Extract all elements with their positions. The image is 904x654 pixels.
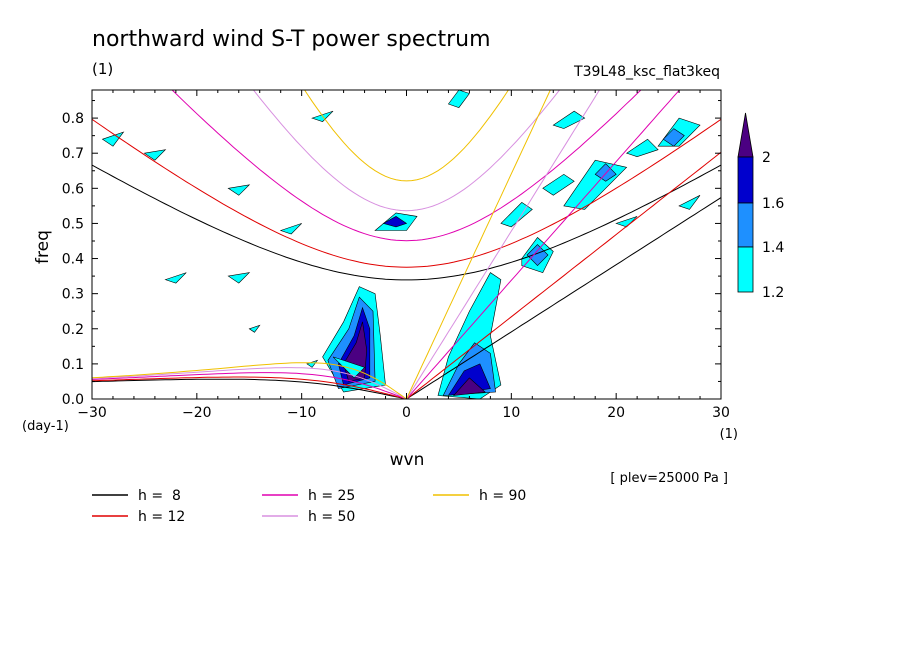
colorbar-label: 1.6 xyxy=(762,196,784,212)
contour-region xyxy=(678,195,701,210)
colorbar-segment xyxy=(737,246,754,293)
x-axis-unit: (1) xyxy=(720,427,738,442)
x-tick-label: −20 xyxy=(182,405,212,421)
x-tick-label: 0 xyxy=(402,405,411,421)
colorbar-segment xyxy=(737,202,754,248)
legend-label: h = 12 xyxy=(138,509,185,525)
plot-frame xyxy=(91,89,722,400)
x-axis-label: wvn xyxy=(390,450,425,470)
kelvin-curve xyxy=(406,90,601,399)
contour-region xyxy=(542,173,575,196)
contour-region xyxy=(248,324,261,333)
contour-region xyxy=(143,149,167,161)
y-tick-label: 0.2 xyxy=(62,322,84,338)
rossby-curve xyxy=(92,376,407,399)
x-tick-label: 30 xyxy=(712,405,730,421)
contour-region xyxy=(447,90,470,108)
colorbar-arrow xyxy=(737,112,754,158)
legend-label: h = 8 xyxy=(138,488,181,504)
contour-region xyxy=(594,163,617,182)
x-tick-label: −10 xyxy=(287,405,317,421)
kelvin-curve xyxy=(406,151,721,399)
contour-region xyxy=(306,359,319,368)
kelvin-curve xyxy=(406,90,681,399)
y-tick-label: 0.0 xyxy=(62,392,84,408)
contour-region xyxy=(382,216,408,228)
contour-region xyxy=(279,223,302,235)
y-tick-label: 0.8 xyxy=(62,111,84,127)
rossby-curve xyxy=(92,362,407,399)
inertia-gravity-curve xyxy=(92,118,721,268)
contour-region xyxy=(625,138,659,158)
inertia-gravity-curve xyxy=(171,90,642,242)
legend: h = 8 h = 12 h = 25 h = 50 h = 90 xyxy=(92,488,526,525)
contour-region xyxy=(227,272,251,284)
colorbar-label: 1.4 xyxy=(762,240,784,256)
y-tick-label: 0.1 xyxy=(62,357,84,373)
chart-title: northward wind S-T power spectrum xyxy=(92,27,491,52)
contour-region xyxy=(526,244,549,267)
kelvin-curve xyxy=(406,197,721,399)
colorbar: 1.2 1.4 1.6 2 xyxy=(737,112,784,301)
y-tick-label: 0.6 xyxy=(62,181,84,197)
y-tick-label: 0.3 xyxy=(62,287,84,303)
rossby-curve xyxy=(92,367,407,399)
contour-region xyxy=(552,110,586,129)
legend-label: h = 90 xyxy=(479,488,526,504)
x-tick-label: −30 xyxy=(77,405,107,421)
legend-label: h = 50 xyxy=(308,509,355,525)
contour-region xyxy=(101,131,125,147)
y-axis-label: freq xyxy=(33,230,53,264)
x-tick-label: 10 xyxy=(502,405,520,421)
contour-region xyxy=(227,184,251,196)
colorbar-label: 1.2 xyxy=(762,285,784,301)
rossby-curve xyxy=(92,378,407,399)
inertia-gravity-curve xyxy=(304,90,509,182)
rossby-curve xyxy=(92,372,407,399)
inertia-gravity-curve xyxy=(252,90,561,212)
contour-region xyxy=(662,128,685,147)
y-tick-label: 0.7 xyxy=(62,146,84,162)
inertia-gravity-curve xyxy=(92,164,721,281)
colorbar-label: 2 xyxy=(762,150,771,166)
y-tick-label: 0.4 xyxy=(62,252,84,268)
chart-subtitle-right: T39L48_ksc_flat3keq xyxy=(573,64,720,80)
y-tick-label: 0.5 xyxy=(62,216,84,232)
kelvin-curve xyxy=(406,90,551,399)
colorbar-segment xyxy=(737,156,754,204)
note-plev: [ plev=25000 Pa ] xyxy=(610,471,728,486)
y-axis-unit: (day-1) xyxy=(22,419,69,434)
chart-subtitle-left: (1) xyxy=(92,60,113,78)
contour-region xyxy=(500,202,533,228)
contour-region xyxy=(164,272,187,284)
legend-label: h = 25 xyxy=(308,488,355,504)
plot-area: −30 −20 −10 0 10 20 30 0.0 0.1 0.2 0.3 0.4 0.5 0.6 0.7… xyxy=(62,89,730,421)
contour-region xyxy=(452,377,486,396)
x-tick-label: 20 xyxy=(607,405,625,421)
